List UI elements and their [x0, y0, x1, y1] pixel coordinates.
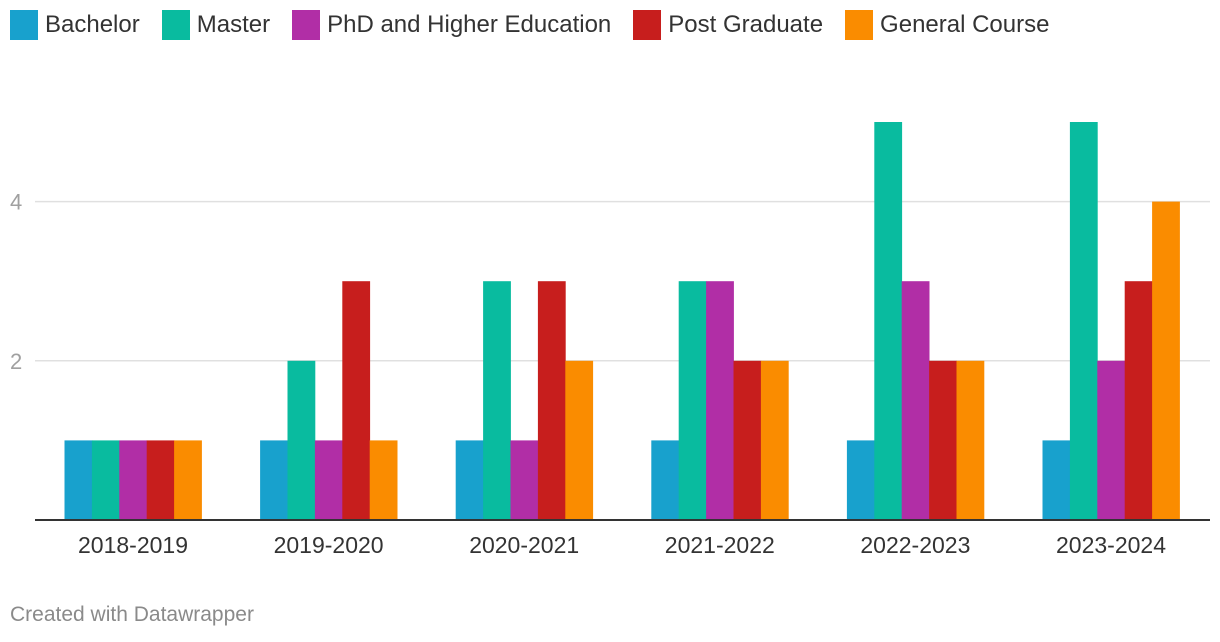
bar-post-graduate-2022-2023 [929, 360, 957, 520]
bar-bachelor-2020-2021 [455, 440, 484, 520]
legend-label-bachelor: Bachelor [45, 11, 140, 38]
legend-item-master: Master [161, 10, 271, 40]
bar-post-graduate-2019-2020 [342, 281, 371, 520]
bar-master-2021-2022 [678, 281, 707, 520]
bar-bachelor-2022-2023 [846, 440, 875, 520]
bar-general-course-2018-2019 [174, 440, 202, 520]
bar-post-graduate-2018-2019 [146, 440, 175, 520]
bar-master-2018-2019 [91, 440, 120, 520]
x-tick-label-2019-2020: 2019-2020 [274, 532, 384, 558]
bar-bachelor-2019-2020 [260, 440, 288, 520]
bar-phd-and-higher-education-2020-2021 [510, 440, 539, 520]
bar-general-course-2019-2020 [369, 440, 398, 520]
bar-post-graduate-2020-2021 [537, 281, 566, 520]
legend-swatch-phd [292, 10, 321, 40]
bar-master-2022-2023 [874, 122, 903, 520]
bar-bachelor-2023-2024 [1042, 440, 1071, 520]
legend-swatch-post-graduate [633, 10, 662, 40]
bar-master-2023-2024 [1069, 122, 1098, 520]
bar-phd-and-higher-education-2021-2022 [706, 281, 734, 520]
legend-swatch-bachelor [10, 10, 38, 40]
bar-general-course-2021-2022 [760, 360, 789, 520]
bar-master-2020-2021 [483, 281, 511, 520]
legend-label-master: Master [196, 11, 271, 38]
bar-phd-and-higher-education-2019-2020 [314, 440, 343, 520]
y-tick-label-2: 2 [10, 349, 22, 374]
legend-swatch-general-course [845, 10, 874, 40]
x-tick-label-2021-2022: 2021-2022 [665, 532, 775, 558]
footer-credit: Created with Datawrapper [10, 603, 254, 626]
bar-phd-and-higher-education-2018-2019 [119, 440, 148, 520]
bar-bachelor-2021-2022 [651, 440, 680, 520]
bar-bachelor-2018-2019 [64, 440, 93, 520]
legend-item-post-graduate: Post Graduate [633, 10, 823, 40]
legend-label-general-course: General Course [880, 11, 1050, 38]
bar-post-graduate-2021-2022 [733, 360, 762, 520]
bar-general-course-2023-2024 [1152, 201, 1180, 520]
bar-post-graduate-2023-2024 [1124, 281, 1153, 520]
bar-master-2019-2020 [287, 360, 316, 520]
legend-label-post-graduate: Post Graduate [668, 11, 824, 38]
bar-chart: 2 4 2018-2019 2019-2020 2020-2021 2021-2022 20… [10, 122, 1210, 558]
x-tick-label-2020-2021: 2020-2021 [469, 532, 579, 558]
x-tick-label-2023-2024: 2023-2024 [1056, 532, 1166, 558]
chart-legend: Bachelor Master PhD and Higher Education… [10, 10, 1071, 40]
y-tick-label-4: 4 [10, 190, 22, 215]
legend-swatch-master [161, 10, 190, 40]
bar-phd-and-higher-education-2022-2023 [901, 281, 930, 520]
bar-general-course-2022-2023 [956, 360, 985, 520]
legend-item-bachelor: Bachelor [10, 10, 140, 40]
legend-item-phd: PhD and Higher Education [292, 10, 611, 40]
x-tick-label-2018-2019: 2018-2019 [78, 532, 188, 558]
legend-item-general-course: General Course [845, 10, 1049, 40]
bar-phd-and-higher-education-2023-2024 [1097, 360, 1126, 520]
bar-general-course-2020-2021 [565, 360, 594, 520]
x-tick-label-2022-2023: 2022-2023 [860, 532, 970, 558]
legend-label-phd: PhD and Higher Education [327, 11, 612, 38]
